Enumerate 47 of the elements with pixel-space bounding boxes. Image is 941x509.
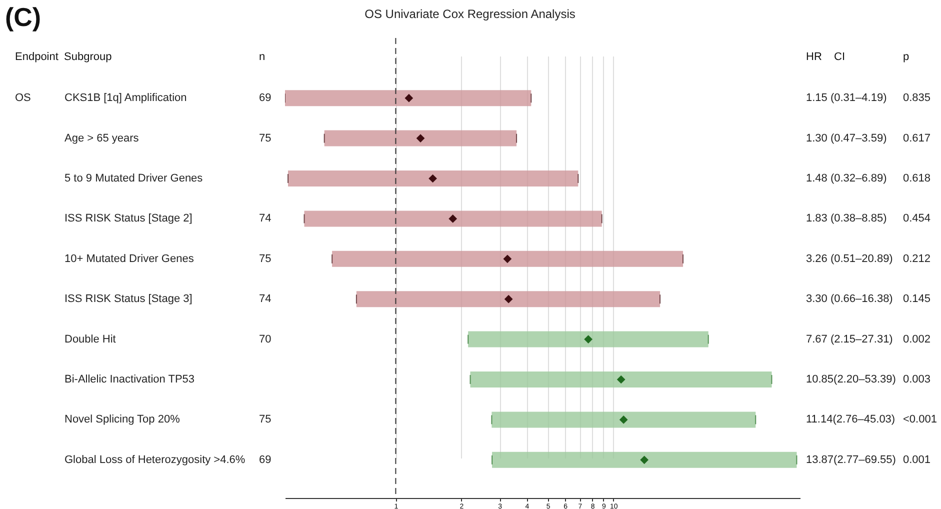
text: 75 — [259, 252, 272, 265]
text: 13.87(2.77–69.55) — [806, 454, 896, 466]
text: 1.48 (0.32–6.89) — [806, 172, 887, 184]
text: 0.617 — [903, 132, 931, 144]
text: 1.83 (0.38–8.85) — [806, 212, 887, 225]
text: n — [259, 51, 266, 63]
text: p — [903, 51, 910, 63]
text: 74 — [259, 293, 272, 306]
y-tick-label: Age > 65 years — [64, 132, 140, 144]
text: 70 — [259, 333, 272, 346]
text: 0.003 — [903, 374, 931, 386]
text: 11.14(2.76–45.03) — [806, 414, 896, 426]
y-tick-label: CKS1B [1q] Amplification — [64, 92, 187, 104]
y-tick-label: 5 to 9 Mutated Driver Genes — [64, 172, 204, 184]
text: <0.001 — [903, 414, 937, 426]
text: HR — [806, 51, 822, 63]
chart-title: OS Univariate Cox Regression Analysis — [364, 7, 576, 21]
y-tick-label: Bi-Allelic Inactivation TP53 — [64, 374, 195, 386]
text: OS — [15, 92, 31, 104]
text: 74 — [259, 212, 272, 225]
text: CI — [834, 51, 845, 63]
y-tick-label: Global Loss of Heterozygosity >4.6% — [64, 454, 246, 466]
text: 0.002 — [903, 333, 931, 346]
text: Subgroup — [64, 51, 112, 63]
text: (C) — [5, 2, 42, 32]
text: 1.15 (0.31–4.19) — [806, 92, 887, 104]
y-tick-label: Double Hit — [64, 333, 116, 346]
text: 0.618 — [903, 172, 931, 184]
text: 0.001 — [903, 454, 931, 466]
text: 0.145 — [903, 293, 931, 306]
y-tick-label: 10+ Mutated Driver Genes — [64, 252, 194, 265]
text: 75 — [259, 132, 272, 144]
text: 3.26 (0.51–20.89) — [806, 252, 893, 265]
text: 0.835 — [903, 92, 931, 104]
text: 3.30 (0.66–16.38) — [806, 293, 893, 306]
text: 0.212 — [903, 252, 931, 265]
text: Endpoint — [15, 51, 58, 63]
text: 75 — [259, 414, 272, 426]
text: 69 — [259, 454, 272, 466]
text: 69 — [259, 92, 272, 104]
text: 0.454 — [903, 212, 931, 225]
y-tick-label: ISS RISK Status [Stage 2] — [64, 212, 192, 225]
y-tick-label: ISS RISK Status [Stage 3] — [64, 293, 192, 306]
text: 7.67 (2.15–27.31) — [806, 333, 893, 346]
y-tick-label: Novel Splicing Top 20% — [64, 414, 180, 426]
text: 1.30 (0.47–3.59) — [806, 132, 887, 144]
text: 10.85(2.20–53.39) — [806, 374, 896, 386]
